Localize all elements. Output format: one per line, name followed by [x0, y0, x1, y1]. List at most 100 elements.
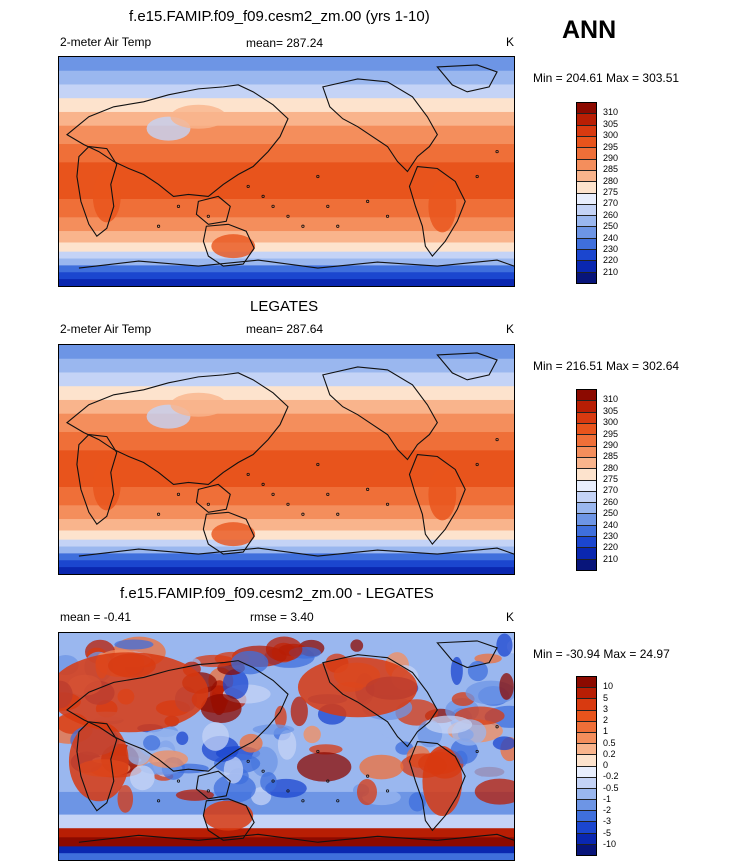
map-band: [59, 486, 514, 506]
island: [302, 513, 304, 515]
island: [287, 790, 289, 792]
panel-3-rmse: rmse = 3.40: [250, 610, 314, 624]
coastline: [323, 655, 437, 747]
coastline: [203, 512, 254, 554]
colorbar-swatch: [577, 699, 596, 711]
map-anomaly-patch: [114, 639, 154, 650]
island: [366, 200, 368, 202]
map-anomaly-patch: [175, 789, 214, 801]
colorbar-tick-label: 280: [603, 175, 619, 186]
island: [476, 750, 478, 752]
colorbar-tick-label: 240: [603, 232, 619, 243]
coastline: [79, 834, 514, 842]
panel-1-mean: mean= 287.24: [246, 36, 324, 50]
island: [247, 760, 249, 762]
map-feature: [92, 170, 121, 223]
map-band: [59, 125, 514, 145]
island: [302, 800, 304, 802]
colorbar-swatch: [577, 710, 596, 722]
island: [207, 215, 209, 217]
colorbar-swatch: [577, 390, 596, 402]
island: [327, 780, 329, 782]
map-band: [59, 217, 514, 232]
colorbar-swatch: [577, 446, 596, 458]
colorbar-tick-label: 295: [603, 141, 619, 152]
coastline: [79, 260, 514, 268]
island: [496, 438, 498, 440]
colorbar-swatch: [577, 272, 596, 283]
map-anomaly-patch: [496, 633, 513, 657]
panel-1-units: K: [506, 35, 515, 49]
map-anomaly-patch: [222, 668, 249, 700]
colorbar-tick-label: 0: [603, 760, 609, 770]
map-anomaly-patch: [251, 787, 272, 806]
map-anomaly-patch: [474, 653, 502, 664]
map-band: [59, 272, 514, 280]
colorbar-tick-label: 290: [603, 152, 619, 163]
colorbar-tick-label: 0.2: [603, 748, 616, 759]
colorbar-swatch: [577, 193, 596, 205]
colorbar-tick-label: 2: [603, 715, 609, 725]
map-anomaly-patch: [213, 773, 256, 803]
colorbar-swatch: [577, 457, 596, 470]
colorbar-tick-label: 220: [603, 255, 619, 266]
island: [317, 175, 319, 177]
colorbar-tick-label: 310: [603, 394, 619, 405]
map-anomaly-patch: [277, 729, 297, 760]
map-band: [59, 837, 514, 847]
island: [337, 225, 339, 227]
colorbar-tick-label: 220: [603, 542, 619, 553]
colorbar-tick-label: -10: [603, 838, 617, 849]
island: [366, 775, 368, 777]
island: [386, 503, 388, 505]
colorbar-tick-label: 210: [603, 553, 619, 564]
map-anomaly-patch: [252, 724, 295, 735]
map-anomaly-patch: [369, 641, 393, 652]
island: [476, 175, 478, 177]
colorbar-tick-label: 300: [603, 130, 619, 141]
panel-1-map: [58, 56, 515, 287]
map-feature: [428, 468, 457, 521]
coastline: [196, 771, 230, 799]
coastline: [437, 353, 497, 380]
colorbar-swatch: [577, 788, 596, 801]
panel-2-colorbar: [576, 389, 597, 571]
island: [386, 215, 388, 217]
colorbar-swatch: [577, 136, 596, 149]
island: [247, 473, 249, 475]
colorbar-tick-label: 260: [603, 496, 619, 507]
map-band: [59, 251, 514, 260]
colorbar-tick-label: 275: [603, 474, 619, 484]
map-band: [59, 258, 514, 266]
island: [247, 185, 249, 187]
panel-3-mean: mean = -0.41: [60, 610, 132, 624]
colorbar-swatch: [577, 261, 596, 273]
island: [207, 790, 209, 792]
map-band: [59, 98, 514, 113]
colorbar-tick-label: 210: [603, 266, 619, 277]
island: [317, 750, 319, 752]
map-band: [59, 279, 514, 286]
colorbar-swatch: [577, 732, 596, 745]
colorbar-swatch: [577, 125, 596, 137]
colorbar-swatch: [577, 548, 596, 560]
colorbar-tick-label: 260: [603, 209, 619, 220]
map-anomaly-patch: [474, 778, 514, 805]
panel-2-mean: mean= 287.64: [246, 322, 324, 336]
island: [476, 463, 478, 465]
map-band: [59, 144, 514, 163]
map-band: [59, 853, 514, 860]
coastline: [323, 79, 437, 172]
island: [272, 205, 274, 207]
island: [496, 726, 498, 728]
island: [262, 195, 264, 197]
colorbar-tick-label: 305: [603, 118, 619, 129]
map-band: [59, 358, 514, 373]
colorbar-swatch: [577, 514, 596, 526]
island: [496, 150, 498, 152]
map-band: [59, 57, 514, 72]
colorbar-tick-label: 305: [603, 405, 619, 416]
map-anomaly-patch: [223, 756, 244, 784]
colorbar-tick-label: 250: [603, 221, 619, 232]
coastline: [67, 661, 288, 772]
